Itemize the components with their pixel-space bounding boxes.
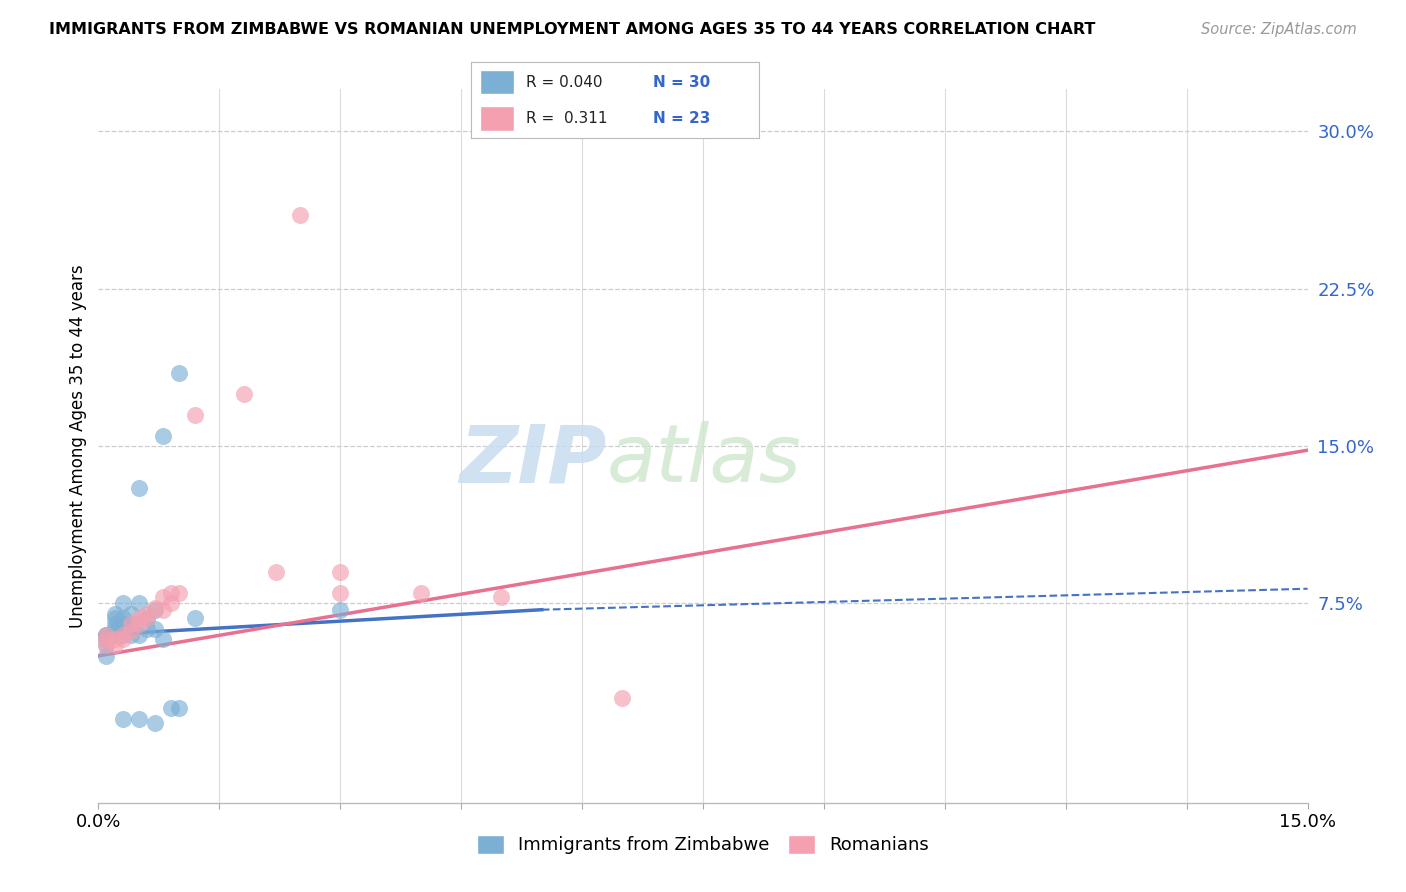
Point: [167, 701, 190, 715]
Text: N = 30: N = 30: [652, 75, 710, 90]
Point: [103, 617, 125, 632]
Point: [96, 628, 118, 642]
Text: R =  0.311: R = 0.311: [526, 111, 607, 126]
Point: [135, 622, 157, 636]
Point: [111, 712, 134, 726]
Point: [128, 617, 150, 632]
Point: [152, 590, 174, 604]
Point: [152, 428, 174, 442]
FancyBboxPatch shape: [479, 106, 515, 130]
Point: [612, 690, 634, 705]
Point: [128, 596, 150, 610]
Point: [128, 628, 150, 642]
Point: [96, 639, 118, 653]
Point: [111, 611, 134, 625]
Point: [103, 624, 125, 638]
Point: [111, 596, 134, 610]
Point: [120, 628, 142, 642]
Point: [96, 632, 118, 646]
Text: atlas: atlas: [606, 421, 801, 500]
Point: [120, 617, 142, 632]
Point: [111, 622, 134, 636]
Point: [160, 586, 183, 600]
Point: [264, 565, 287, 579]
Point: [111, 617, 134, 632]
Point: [96, 632, 118, 646]
Text: IMMIGRANTS FROM ZIMBABWE VS ROMANIAN UNEMPLOYMENT AMONG AGES 35 TO 44 YEARS CORR: IMMIGRANTS FROM ZIMBABWE VS ROMANIAN UNE…: [49, 22, 1095, 37]
Point: [288, 208, 311, 222]
Y-axis label: Unemployment Among Ages 35 to 44 years: Unemployment Among Ages 35 to 44 years: [69, 264, 87, 628]
Point: [160, 701, 183, 715]
Point: [103, 611, 125, 625]
Point: [232, 386, 254, 401]
FancyBboxPatch shape: [479, 70, 515, 95]
Text: N = 23: N = 23: [652, 111, 710, 126]
Point: [111, 628, 134, 642]
Point: [167, 366, 190, 380]
Point: [120, 617, 142, 632]
Text: ZIP: ZIP: [458, 421, 606, 500]
Point: [120, 624, 142, 638]
Legend: Immigrants from Zimbabwe, Romanians: Immigrants from Zimbabwe, Romanians: [470, 828, 936, 862]
Point: [143, 622, 166, 636]
Point: [128, 481, 150, 495]
Text: Source: ZipAtlas.com: Source: ZipAtlas.com: [1201, 22, 1357, 37]
Point: [135, 611, 157, 625]
Point: [184, 408, 207, 422]
Point: [96, 648, 118, 663]
Text: R = 0.040: R = 0.040: [526, 75, 602, 90]
Point: [491, 590, 513, 604]
Point: [103, 622, 125, 636]
Point: [409, 586, 432, 600]
Point: [135, 607, 157, 621]
Point: [329, 565, 352, 579]
Point: [329, 586, 352, 600]
Point: [128, 611, 150, 625]
Point: [111, 628, 134, 642]
Point: [96, 639, 118, 653]
Point: [152, 632, 174, 646]
Point: [143, 600, 166, 615]
Point: [128, 712, 150, 726]
Point: [152, 603, 174, 617]
Point: [143, 603, 166, 617]
Point: [103, 628, 125, 642]
Point: [143, 716, 166, 731]
Point: [96, 628, 118, 642]
Point: [103, 639, 125, 653]
Point: [103, 632, 125, 646]
Point: [120, 607, 142, 621]
Point: [184, 611, 207, 625]
Point: [135, 611, 157, 625]
Point: [103, 607, 125, 621]
Point: [96, 628, 118, 642]
Point: [329, 603, 352, 617]
Point: [160, 596, 183, 610]
Point: [111, 632, 134, 646]
Point: [167, 586, 190, 600]
